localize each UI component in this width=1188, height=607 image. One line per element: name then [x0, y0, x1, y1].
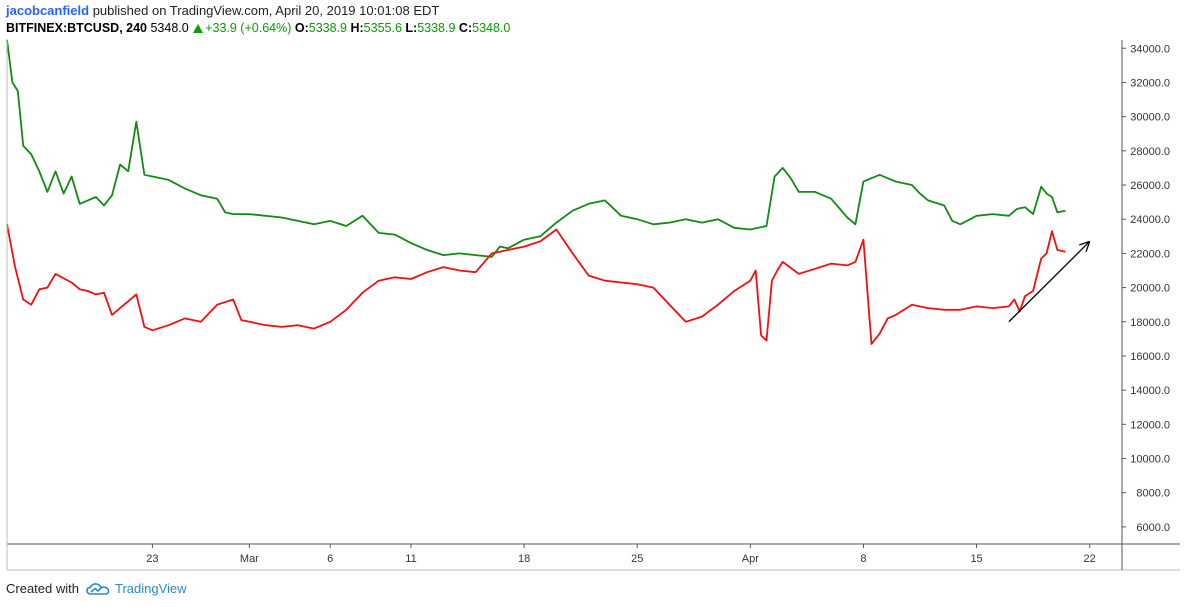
x-tick-label: 11 — [405, 553, 416, 565]
y-tick-label: 30000.0 — [1130, 112, 1170, 124]
close-label: C: — [458, 21, 473, 35]
x-tick-label: Mar — [240, 553, 259, 565]
tradingview-brand[interactable]: TradingView — [115, 581, 187, 596]
open-label: O: — [294, 21, 309, 35]
high-label: H: — [350, 21, 364, 35]
x-tick-label: 18 — [518, 553, 530, 565]
last-price: 5348.0 — [150, 21, 189, 35]
y-tick-label: 28000.0 — [1130, 146, 1170, 158]
created-with-text: Created with — [6, 581, 79, 596]
trend-arrow-icon — [1079, 240, 1091, 253]
high-value: 5355.6 — [363, 21, 402, 35]
x-axis: 23 Mar 6 11 18 25 Apr 8 15 22 — [6, 40, 1180, 571]
author-link[interactable]: jacobcanfield — [6, 3, 90, 18]
publish-line: jacobcanfield published on TradingView.c… — [6, 3, 439, 18]
series-line-1 — [6, 39, 1066, 258]
y-tick-label: 26000.0 — [1130, 180, 1170, 192]
y-axis: 6000.0 8000.0 10000.0 12000.0 14000.0 16000.0… — [1121, 40, 1170, 570]
up-triangle-icon — [193, 24, 204, 33]
y-tick-label: 6000.0 — [1136, 522, 1170, 534]
y-tick-label: 32000.0 — [1130, 77, 1170, 89]
x-tick-label: 23 — [146, 553, 158, 565]
x-tick-label: 25 — [631, 553, 643, 565]
price-change: +33.9 (+0.64%) — [205, 21, 292, 35]
low-label: L: — [405, 21, 418, 35]
footer: Created with TradingView — [6, 581, 187, 596]
x-tick-label: Apr — [742, 553, 759, 565]
x-tick-label: 22 — [1084, 553, 1096, 565]
y-tick-label: 10000.0 — [1130, 454, 1170, 466]
x-tick-label: 6 — [327, 553, 333, 565]
annotation-layer — [1008, 240, 1091, 323]
y-tick-label: 34000.0 — [1130, 43, 1170, 55]
series-layer — [6, 39, 1066, 345]
y-tick-label: 18000.0 — [1130, 317, 1170, 329]
trend-arrow-shaft — [1008, 240, 1091, 323]
symbol-label: BITFINEX:BTCUSD, 240 — [6, 21, 147, 35]
low-value: 5338.9 — [417, 21, 456, 35]
tradingview-cloud-icon — [85, 583, 109, 595]
published-text: published on TradingView.com, April 20, … — [92, 3, 440, 18]
y-tick-label: 8000.0 — [1136, 488, 1170, 500]
y-tick-label: 12000.0 — [1130, 419, 1170, 431]
x-tick-label: 15 — [970, 553, 982, 565]
open-value: 5338.9 — [308, 21, 347, 35]
series-line-2 — [6, 224, 1066, 345]
ticker-line: BITFINEX:BTCUSD, 240 5348.0 +33.9 (+0.64… — [6, 21, 510, 35]
x-tick-label: 8 — [860, 553, 866, 565]
close-value: 5348.0 — [472, 21, 511, 35]
y-tick-label: 16000.0 — [1130, 351, 1170, 363]
y-tick-label: 20000.0 — [1130, 283, 1170, 295]
y-tick-label: 24000.0 — [1130, 214, 1170, 226]
y-tick-label: 22000.0 — [1130, 248, 1170, 260]
y-tick-label: 14000.0 — [1130, 385, 1170, 397]
